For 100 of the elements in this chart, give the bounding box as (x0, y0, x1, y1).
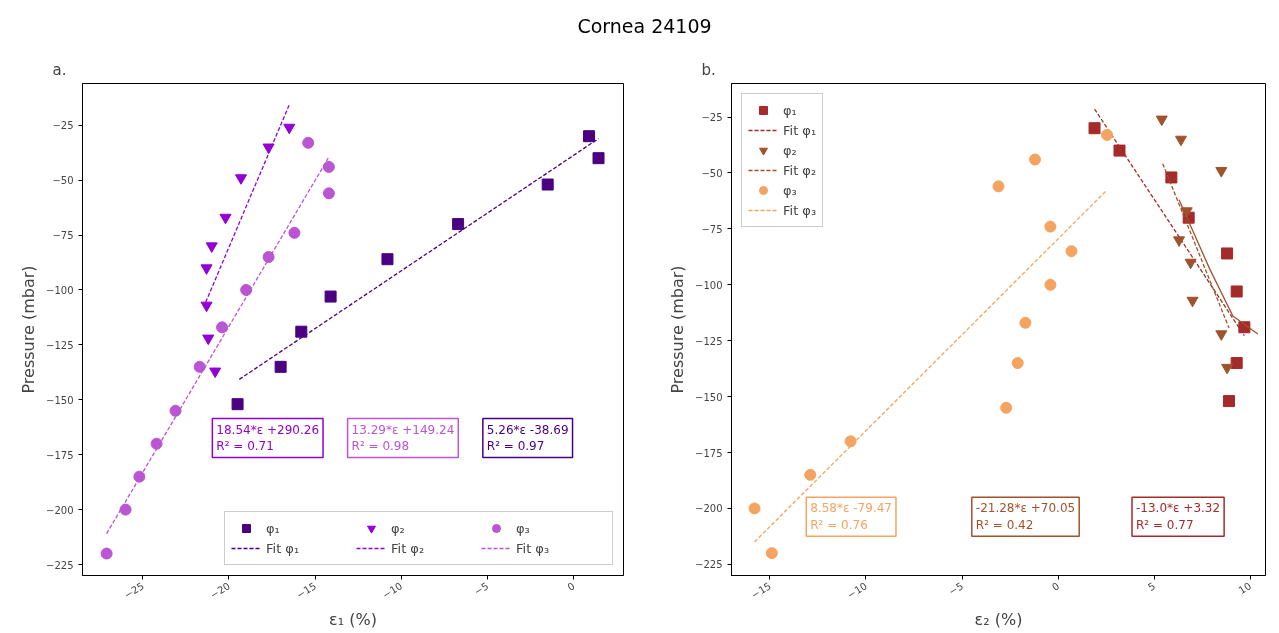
point (1174, 135, 1187, 147)
legend-label: Fit φ₁ (783, 122, 817, 138)
point (381, 253, 394, 266)
legend-label: φ₃ (783, 182, 798, 198)
point (1088, 122, 1101, 135)
point (1184, 258, 1197, 270)
y-tick-label: −200 (46, 504, 74, 516)
point (1000, 401, 1013, 414)
point (1044, 278, 1057, 291)
point (322, 160, 335, 173)
point (1221, 363, 1234, 375)
x-tick-label: 5 (1146, 580, 1158, 593)
point (1173, 236, 1186, 247)
point (231, 398, 244, 411)
legend-label: Fit φ₃ (516, 540, 551, 556)
x-tick-label: −25 (122, 580, 146, 601)
y-axis-title: Pressure (mbar) (668, 265, 688, 394)
legend-label: φ₃ (516, 520, 531, 536)
point (205, 242, 218, 253)
point (283, 123, 296, 135)
x-tick-label: −5 (946, 580, 966, 598)
x-tick-label: −10 (845, 580, 870, 601)
annotation: -13.0*ε +3.32 R² = 0.77 (1136, 501, 1221, 533)
point (150, 437, 163, 450)
point (804, 468, 817, 481)
y-tick-label: −150 (46, 394, 74, 406)
point (193, 360, 206, 373)
legend-label: Fit φ₂ (391, 540, 426, 556)
x-tick-label: −15 (294, 580, 319, 601)
annotation: -21.28*ε +70.05 R² = 0.42 (975, 501, 1076, 533)
y-tick-label: −75 (52, 230, 74, 242)
point (1113, 144, 1126, 157)
y-tick-label: −125 (695, 335, 723, 347)
y-tick-label: −100 (695, 279, 723, 291)
point (1155, 115, 1168, 127)
y-tick-label: −50 (701, 167, 723, 179)
point (1223, 395, 1235, 408)
point (1019, 316, 1032, 329)
chart-subtitle: b. (701, 60, 716, 79)
x-axis-title: ε₂ (%) (974, 610, 1023, 630)
point (200, 301, 213, 313)
point (302, 136, 315, 149)
point (202, 334, 215, 346)
point (219, 213, 232, 225)
point (765, 547, 778, 560)
point (100, 547, 113, 560)
y-axis-title: Pressure (mbar) (19, 265, 39, 394)
point (1044, 220, 1057, 233)
annotation: 5.26*ε -38.69 R² = 0.97 (486, 422, 569, 454)
point (1230, 357, 1243, 370)
x-tick-label: −10 (380, 580, 405, 601)
y-tick-label: −125 (46, 339, 74, 351)
y-tick-label: −150 (695, 391, 723, 403)
legend-label: φ₁ (783, 102, 798, 118)
x-tick-label: 10 (1236, 580, 1254, 597)
x-tick-label: −15 (749, 580, 774, 601)
point (240, 283, 253, 296)
y-tick-label: −50 (52, 175, 74, 187)
point (235, 174, 248, 185)
legend-label: Fit φ₂ (783, 162, 817, 178)
point (748, 502, 761, 515)
point (216, 321, 229, 334)
point (288, 226, 301, 239)
point (133, 470, 146, 483)
legend-label: φ₁ (266, 520, 281, 536)
y-tick-label: −25 (52, 120, 74, 132)
point (992, 180, 1005, 193)
point (295, 325, 308, 338)
legend-label: φ₂ (391, 520, 406, 536)
y-tick-label: −100 (46, 284, 74, 296)
point (1165, 171, 1178, 184)
point (583, 130, 596, 143)
point (1221, 247, 1234, 260)
point (274, 360, 287, 373)
point (262, 143, 275, 155)
annotation: 18.54*ε +290.26 R² = 0.71 (216, 422, 320, 454)
annotation: 13.29*ε +149.24 R² = 0.98 (351, 422, 455, 454)
point (200, 264, 213, 275)
x-tick-label: 0 (1050, 580, 1062, 593)
legend-label: Fit φ₁ (266, 540, 301, 556)
y-tick-label: −225 (695, 559, 723, 571)
point (169, 404, 182, 417)
x-tick-label: 0 (565, 580, 577, 593)
chart-title: Cornea 24109 (577, 14, 712, 39)
legend-label: φ₂ (783, 142, 798, 158)
point (1029, 153, 1041, 166)
point (1186, 296, 1199, 308)
point (592, 152, 605, 165)
point (1215, 167, 1228, 178)
y-tick-label: −175 (695, 447, 723, 459)
point (1011, 357, 1024, 370)
point (119, 503, 132, 516)
point (1101, 128, 1114, 141)
point (541, 178, 554, 191)
point (1215, 330, 1228, 341)
y-tick-label: −225 (46, 559, 74, 571)
chart-subtitle: a. (52, 60, 67, 79)
x-tick-label: −5 (472, 580, 491, 598)
point (1230, 285, 1243, 298)
y-tick-label: −75 (701, 223, 723, 235)
